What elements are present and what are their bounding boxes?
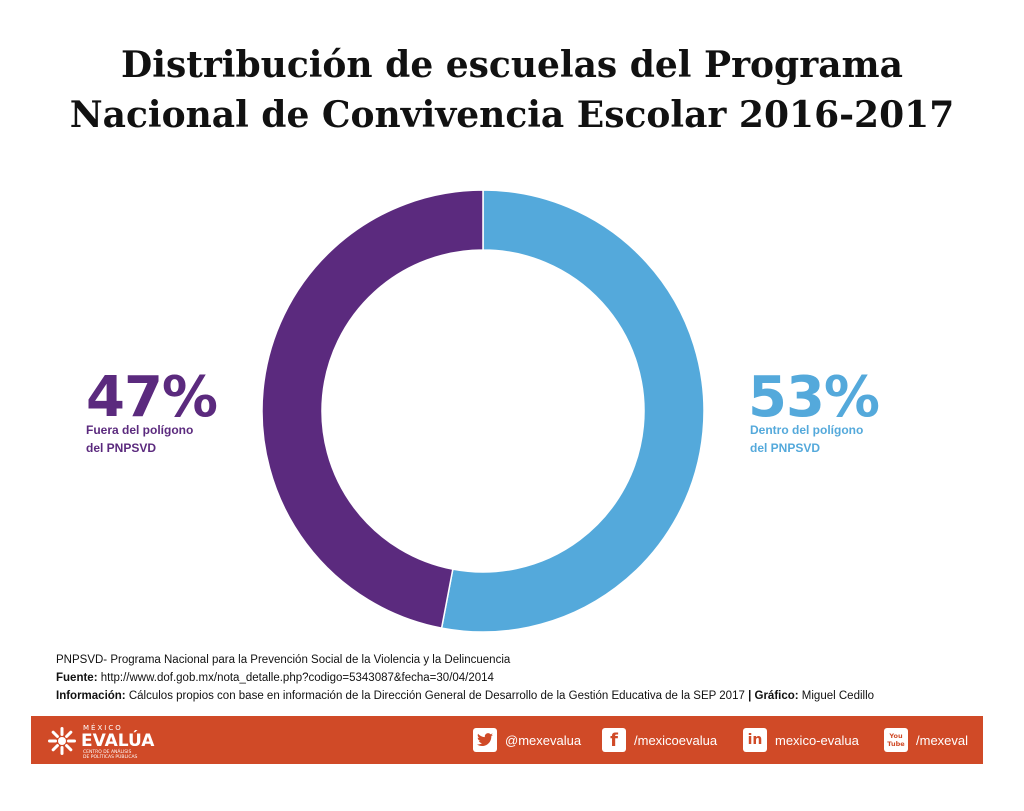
notes-info: Información: Cálculos propios con base e… bbox=[56, 687, 996, 705]
graphic-label: Gráfico: bbox=[754, 690, 799, 702]
logo-sub-line2: DE POLÍTICAS PÚBLICAS bbox=[83, 755, 138, 760]
facebook-link[interactable]: f /mexicoevalua bbox=[602, 728, 717, 752]
logo-main-text: EVALÚA bbox=[81, 731, 155, 751]
facebook-icon: f bbox=[602, 728, 626, 752]
linkedin-icon: in bbox=[743, 728, 767, 752]
twitter-handle: @mexevalua bbox=[505, 732, 582, 748]
fuera-description: Fuera del polígono del PNPSVD bbox=[86, 421, 193, 457]
graphic-author: Miguel Cedillo bbox=[801, 690, 875, 702]
notes-acronym: PNPSVD- Programa Nacional para la Preven… bbox=[56, 654, 511, 666]
donut-slice-fuera bbox=[261, 189, 484, 629]
fuera-description-line2: del PNPSVD bbox=[86, 441, 157, 455]
info-label: Información: bbox=[56, 690, 126, 702]
info-text: Cálculos propios con base en información… bbox=[128, 690, 745, 702]
linkedin-handle: mexico-evalua bbox=[775, 732, 859, 748]
chart-title-line2: Nacional de Convivencia Escolar 2016-201… bbox=[69, 94, 955, 136]
linkedin-link[interactable]: in mexico-evalua bbox=[743, 728, 859, 752]
youtube-link[interactable]: You Tube /mexeval bbox=[884, 728, 968, 752]
facebook-handle: /mexicoevalua bbox=[634, 732, 718, 748]
dentro-description: Dentro del polígono del PNPSVD bbox=[750, 421, 863, 457]
info-separator: | bbox=[748, 690, 752, 702]
notes-source: Fuente: http://www.dof.gob.mx/nota_detal… bbox=[56, 669, 996, 687]
youtube-icon-bottom: Tube bbox=[887, 740, 905, 748]
logo-top-text: MÉXICO bbox=[83, 724, 123, 732]
donut-slice-dentro bbox=[440, 189, 705, 633]
logo-star-icon bbox=[48, 727, 76, 755]
dentro-description-line2: del PNPSVD bbox=[750, 441, 821, 455]
youtube-icon-top: You bbox=[889, 732, 903, 740]
twitter-link[interactable]: @mexevalua bbox=[473, 728, 581, 752]
fuera-description-line1: Fuera del polígono bbox=[86, 423, 194, 437]
chart-notes: PNPSVD- Programa Nacional para la Preven… bbox=[56, 651, 996, 705]
youtube-icon: You Tube bbox=[884, 728, 908, 752]
dentro-description-line1: Dentro del polígono bbox=[750, 423, 864, 437]
twitter-icon bbox=[473, 728, 497, 752]
fuera-percent-label: 47% bbox=[86, 365, 218, 430]
dentro-percent-label: 53% bbox=[748, 365, 880, 430]
logo-sub-line1: CENTRO DE ANÁLISIS bbox=[83, 750, 132, 755]
source-url[interactable]: http://www.dof.gob.mx/nota_detalle.php?c… bbox=[100, 672, 494, 684]
logo-sub-text: CENTRO DE ANÁLISIS DE POLÍTICAS PÚBLICAS bbox=[83, 750, 137, 760]
youtube-handle: /mexeval bbox=[916, 732, 969, 748]
footer-bar: MÉXICO EVALÚA CENTRO DE ANÁLISIS DE POLÍ… bbox=[31, 716, 983, 764]
chart-title: Distribución de escuelas del Programa Na… bbox=[0, 40, 1024, 140]
chart-title-line1: Distribución de escuelas del Programa bbox=[121, 44, 903, 86]
source-label: Fuente: bbox=[56, 672, 98, 684]
